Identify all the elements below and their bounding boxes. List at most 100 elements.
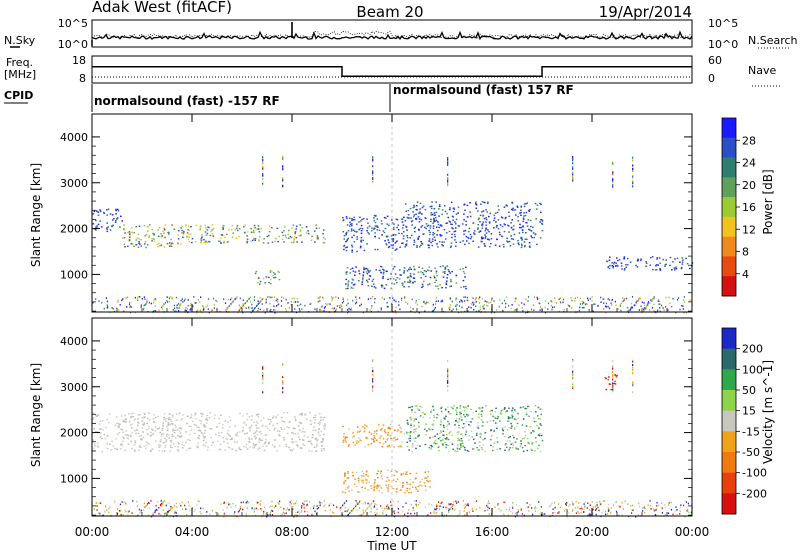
scatter-point-0 xyxy=(107,208,110,210)
scatter-point-1 xyxy=(128,230,131,233)
noise-point xyxy=(245,307,247,310)
noise-point xyxy=(376,508,378,511)
scatter-point-3 xyxy=(484,432,487,434)
scatter-point-3 xyxy=(519,445,522,447)
noise-point xyxy=(353,507,355,509)
scatter-point-4 xyxy=(375,214,377,217)
scatter-point-1 xyxy=(387,432,389,434)
scatter-point-5 xyxy=(409,280,412,283)
scatter-point-5 xyxy=(380,271,382,274)
noise-point xyxy=(355,296,357,298)
noise-point xyxy=(397,508,399,510)
noise-point xyxy=(253,296,256,298)
scatter-point-4 xyxy=(346,238,349,241)
scatter-point-2 xyxy=(199,226,202,228)
noise-point xyxy=(233,300,235,302)
scatter-point-3 xyxy=(409,432,412,434)
scatter-point-0 xyxy=(170,422,173,425)
scatter-point-4 xyxy=(362,218,365,220)
scatter-point-6 xyxy=(521,239,523,241)
scatter-point-1 xyxy=(168,233,170,235)
scatter-point-2 xyxy=(232,232,234,234)
scatter-point-3 xyxy=(505,446,508,448)
scatter-point-0 xyxy=(302,439,304,441)
scatter-point-6 xyxy=(405,225,407,228)
scatter-point-6 xyxy=(433,208,436,210)
scatter-point-6 xyxy=(510,235,512,237)
noise-point xyxy=(98,502,100,505)
scatter-point-6 xyxy=(429,231,431,234)
scatter-point-6 xyxy=(421,213,423,215)
scatter-point-2 xyxy=(314,241,316,243)
streak-point xyxy=(262,172,264,175)
scatter-point-0 xyxy=(258,431,261,433)
scatter-point-3 xyxy=(434,435,436,437)
noise-point xyxy=(483,307,485,310)
scatter-point-4 xyxy=(371,227,373,229)
scatter-point-0 xyxy=(134,430,137,432)
noise-point xyxy=(317,296,319,299)
scatter-point-6 xyxy=(528,245,531,247)
scatter-point-1 xyxy=(387,434,389,436)
noise-point xyxy=(265,298,267,301)
scatter-point-0 xyxy=(146,429,148,431)
scatter-point-1 xyxy=(373,430,376,433)
streak-point xyxy=(372,172,374,174)
scatter-point-6 xyxy=(503,230,506,233)
streak-point xyxy=(447,160,449,163)
scatter-point-7 xyxy=(608,259,611,261)
scatter-point-4 xyxy=(607,378,610,381)
noise-point xyxy=(433,308,435,311)
noise-point xyxy=(106,304,108,306)
scatter-point-0 xyxy=(236,432,239,434)
scatter-point-5 xyxy=(417,271,420,273)
scatter-point-0 xyxy=(193,423,196,426)
scatter-point-0 xyxy=(229,419,232,422)
scatter-point-0 xyxy=(296,444,299,447)
noise-point xyxy=(587,297,589,300)
streak-point xyxy=(262,166,264,169)
scatter-point-7 xyxy=(681,261,684,263)
scatter-point-2 xyxy=(424,477,426,479)
scatter-point-0 xyxy=(280,416,283,419)
scatter-point-0 xyxy=(171,423,174,425)
scatter-point-6 xyxy=(446,212,448,215)
scatter-point-5 xyxy=(352,270,355,272)
scatter-point-3 xyxy=(497,416,499,418)
scatter-point-3 xyxy=(417,435,419,437)
streak-point xyxy=(572,179,574,182)
scatter-point-0 xyxy=(95,430,97,433)
scatter-point-2 xyxy=(295,225,298,227)
scatter-point-0 xyxy=(117,210,120,212)
scatter-point-3 xyxy=(434,439,437,442)
scatter-point-1 xyxy=(363,429,366,432)
noise-point xyxy=(424,506,426,509)
noise-point xyxy=(629,309,632,311)
scatter-point-6 xyxy=(486,238,489,240)
scatter-point-6 xyxy=(451,215,454,217)
noise-point xyxy=(463,507,465,509)
noise-point xyxy=(578,512,580,515)
noise-point xyxy=(277,301,279,303)
noise-point xyxy=(347,513,349,516)
noise-point xyxy=(253,508,255,511)
scatter-point-6 xyxy=(424,217,427,219)
scatter-point-0 xyxy=(115,416,118,418)
scatter-point-2 xyxy=(254,239,256,241)
scatter-point-7 xyxy=(617,259,619,262)
noise-point xyxy=(160,513,162,516)
scatter-point-3 xyxy=(472,438,475,440)
scatter-point-0 xyxy=(317,439,319,441)
scatter-point-3 xyxy=(257,276,260,279)
scatter-point-4 xyxy=(616,374,618,377)
noise-point xyxy=(317,300,319,303)
scatter-point-1 xyxy=(147,244,149,246)
noise-point xyxy=(434,508,436,511)
noise-point xyxy=(333,307,335,310)
scatter-point-0 xyxy=(311,436,314,439)
scatter-point-3 xyxy=(414,440,416,442)
noise-point xyxy=(603,298,605,301)
noise-point xyxy=(437,505,439,507)
noise-point xyxy=(262,297,264,300)
streak-point xyxy=(612,367,614,370)
